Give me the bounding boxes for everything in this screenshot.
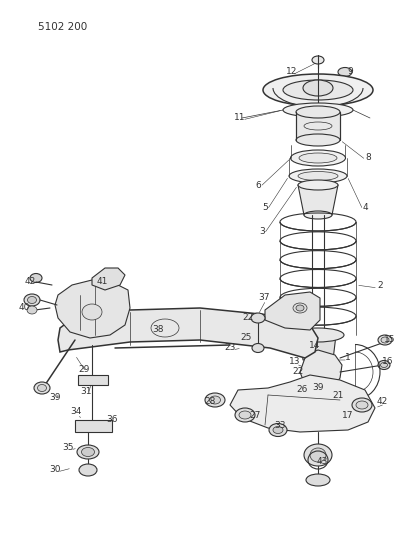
Ellipse shape bbox=[209, 396, 220, 404]
Text: 5102 200: 5102 200 bbox=[38, 22, 87, 32]
Text: 12: 12 bbox=[286, 68, 298, 77]
Ellipse shape bbox=[306, 356, 330, 364]
Text: 6: 6 bbox=[255, 181, 261, 190]
Ellipse shape bbox=[82, 448, 95, 456]
Text: 30: 30 bbox=[49, 465, 61, 474]
Ellipse shape bbox=[24, 294, 40, 306]
Polygon shape bbox=[306, 360, 330, 380]
Ellipse shape bbox=[338, 68, 352, 77]
Text: 40: 40 bbox=[18, 303, 30, 312]
Ellipse shape bbox=[298, 172, 338, 181]
Text: 37: 37 bbox=[258, 294, 270, 303]
Ellipse shape bbox=[273, 426, 283, 433]
Ellipse shape bbox=[292, 328, 344, 342]
Ellipse shape bbox=[296, 106, 340, 118]
Text: 1: 1 bbox=[345, 353, 351, 362]
Polygon shape bbox=[296, 112, 340, 140]
Text: 39: 39 bbox=[312, 384, 324, 392]
Ellipse shape bbox=[306, 474, 330, 486]
Ellipse shape bbox=[306, 376, 330, 384]
Ellipse shape bbox=[304, 211, 332, 219]
Ellipse shape bbox=[378, 335, 392, 345]
Text: 34: 34 bbox=[70, 408, 82, 416]
Text: 41: 41 bbox=[96, 278, 108, 287]
Ellipse shape bbox=[27, 296, 36, 303]
Ellipse shape bbox=[205, 393, 225, 407]
Ellipse shape bbox=[239, 411, 251, 419]
Text: 22: 22 bbox=[293, 367, 304, 376]
Polygon shape bbox=[78, 375, 108, 385]
Text: 27: 27 bbox=[249, 410, 261, 419]
Polygon shape bbox=[92, 268, 125, 290]
Ellipse shape bbox=[312, 56, 324, 64]
Text: 43: 43 bbox=[316, 457, 328, 466]
Ellipse shape bbox=[296, 305, 304, 311]
Ellipse shape bbox=[352, 398, 372, 412]
Polygon shape bbox=[298, 185, 338, 215]
Ellipse shape bbox=[27, 306, 37, 314]
Polygon shape bbox=[265, 292, 320, 330]
Ellipse shape bbox=[381, 337, 389, 343]
Ellipse shape bbox=[299, 153, 337, 163]
Polygon shape bbox=[300, 350, 342, 393]
Ellipse shape bbox=[296, 134, 340, 146]
Ellipse shape bbox=[283, 103, 353, 117]
Ellipse shape bbox=[310, 448, 326, 462]
Text: 23: 23 bbox=[224, 343, 236, 352]
Text: 28: 28 bbox=[204, 398, 216, 407]
Text: 4: 4 bbox=[362, 204, 368, 213]
Polygon shape bbox=[230, 375, 375, 432]
Text: 13: 13 bbox=[289, 358, 301, 367]
Ellipse shape bbox=[293, 303, 307, 313]
Ellipse shape bbox=[290, 150, 346, 166]
Ellipse shape bbox=[378, 360, 390, 369]
Text: 9: 9 bbox=[347, 68, 353, 77]
Ellipse shape bbox=[82, 304, 102, 320]
Text: 36: 36 bbox=[106, 416, 118, 424]
Ellipse shape bbox=[30, 273, 42, 282]
Ellipse shape bbox=[34, 382, 50, 394]
Text: 26: 26 bbox=[296, 385, 308, 394]
Ellipse shape bbox=[304, 444, 332, 466]
Text: 14: 14 bbox=[309, 341, 321, 350]
Ellipse shape bbox=[235, 408, 255, 422]
Text: 42: 42 bbox=[376, 398, 388, 407]
Ellipse shape bbox=[283, 80, 353, 100]
Text: 2: 2 bbox=[377, 280, 383, 289]
Ellipse shape bbox=[38, 384, 47, 392]
Ellipse shape bbox=[381, 362, 388, 367]
Polygon shape bbox=[58, 308, 318, 358]
Text: 25: 25 bbox=[240, 334, 252, 343]
Text: 31: 31 bbox=[80, 387, 92, 397]
Text: 15: 15 bbox=[384, 335, 396, 344]
Text: 21: 21 bbox=[332, 392, 344, 400]
Ellipse shape bbox=[269, 424, 287, 437]
Text: 39: 39 bbox=[49, 393, 61, 402]
Text: 17: 17 bbox=[342, 410, 354, 419]
Text: 8: 8 bbox=[365, 154, 371, 163]
Text: 38: 38 bbox=[152, 326, 164, 335]
Text: 3: 3 bbox=[259, 228, 265, 237]
Text: 29: 29 bbox=[78, 366, 90, 375]
Ellipse shape bbox=[303, 80, 333, 96]
Ellipse shape bbox=[356, 401, 368, 409]
Ellipse shape bbox=[151, 319, 179, 337]
Text: 42: 42 bbox=[24, 278, 35, 287]
Ellipse shape bbox=[251, 313, 265, 323]
Ellipse shape bbox=[252, 343, 264, 352]
Text: 35: 35 bbox=[62, 443, 74, 453]
Text: 22: 22 bbox=[242, 313, 254, 322]
Text: 33: 33 bbox=[274, 421, 286, 430]
Ellipse shape bbox=[79, 464, 97, 476]
Polygon shape bbox=[75, 420, 112, 432]
Text: 11: 11 bbox=[234, 114, 246, 123]
Polygon shape bbox=[300, 335, 336, 360]
Text: 5: 5 bbox=[262, 204, 268, 213]
Polygon shape bbox=[55, 280, 130, 338]
Ellipse shape bbox=[263, 74, 373, 106]
Ellipse shape bbox=[298, 180, 338, 190]
Text: 16: 16 bbox=[382, 358, 394, 367]
Ellipse shape bbox=[77, 445, 99, 459]
Ellipse shape bbox=[289, 169, 347, 183]
